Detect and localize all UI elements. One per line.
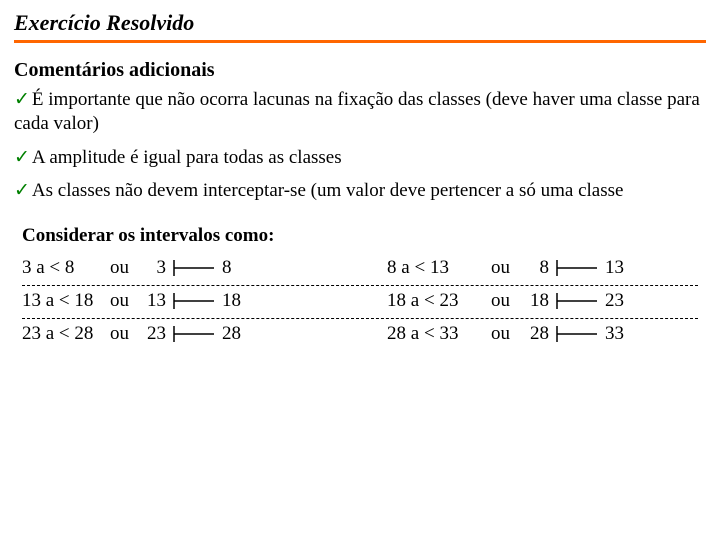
bullet-3: ✓As classes não devem interceptar-se (um…	[14, 179, 706, 203]
interval-bracket-icon	[172, 324, 216, 344]
interval-left: 13 a < 18 ou 13 18	[22, 290, 374, 312]
ou-text: ou	[110, 323, 144, 345]
interval-right: 28 a < 33 ou 28 33	[387, 323, 698, 345]
interval-row: 23 a < 28 ou 23 28 28 a < 33 ou 28 33	[22, 319, 698, 351]
interval-left: 3 a < 8 ou 3 8	[22, 257, 374, 279]
intervals-area: Considerar os intervalos como: 3 a < 8 o…	[14, 225, 706, 351]
interval-b: 13	[599, 257, 633, 279]
interval-b: 8	[216, 257, 250, 279]
check-icon: ✓	[14, 147, 30, 168]
ou-text: ou	[110, 290, 144, 312]
range-text: 13 a < 18	[22, 290, 110, 312]
bullet-2-text: A amplitude é igual para todas as classe…	[32, 147, 342, 168]
interval-right: 18 a < 23 ou 18 23	[387, 290, 698, 312]
range-text: 8 a < 13	[387, 257, 491, 279]
interval-row: 3 a < 8 ou 3 8 8 a < 13 ou 8 13	[22, 253, 698, 286]
interval-b: 28	[216, 323, 250, 345]
ou-text: ou	[491, 323, 525, 345]
subtitle: Comentários adicionais	[14, 59, 706, 82]
intervals-heading: Considerar os intervalos como:	[22, 225, 698, 247]
bullet-1-text: É importante que não ocorra lacunas na f…	[14, 89, 700, 134]
interval-bracket-icon	[555, 258, 599, 278]
bullet-2: ✓A amplitude é igual para todas as class…	[14, 146, 706, 170]
interval-a: 23	[144, 323, 172, 345]
interval-a: 18	[525, 290, 555, 312]
range-text: 18 a < 23	[387, 290, 491, 312]
ou-text: ou	[110, 257, 144, 279]
ou-text: ou	[491, 257, 525, 279]
range-text: 23 a < 28	[22, 323, 110, 345]
bullet-3-text: As classes não devem interceptar-se (um …	[32, 180, 624, 201]
interval-bracket-icon	[172, 258, 216, 278]
interval-right: 8 a < 13 ou 8 13	[387, 257, 698, 279]
interval-b: 33	[599, 323, 633, 345]
interval-b: 18	[216, 290, 250, 312]
interval-left: 23 a < 28 ou 23 28	[22, 323, 374, 345]
bullet-1: ✓É importante que não ocorra lacunas na …	[14, 88, 706, 136]
interval-bracket-icon	[555, 324, 599, 344]
interval-bracket-icon	[172, 291, 216, 311]
range-text: 3 a < 8	[22, 257, 110, 279]
title-rule	[14, 40, 706, 43]
interval-row: 13 a < 18 ou 13 18 18 a < 23 ou 18 23	[22, 286, 698, 319]
interval-bracket-icon	[555, 291, 599, 311]
check-icon: ✓	[14, 180, 30, 201]
interval-a: 28	[525, 323, 555, 345]
ou-text: ou	[491, 290, 525, 312]
interval-a: 3	[144, 257, 172, 279]
range-text: 28 a < 33	[387, 323, 491, 345]
interval-a: 8	[525, 257, 555, 279]
interval-b: 23	[599, 290, 633, 312]
check-icon: ✓	[14, 89, 30, 110]
interval-a: 13	[144, 290, 172, 312]
page-title: Exercício Resolvido	[14, 10, 706, 36]
